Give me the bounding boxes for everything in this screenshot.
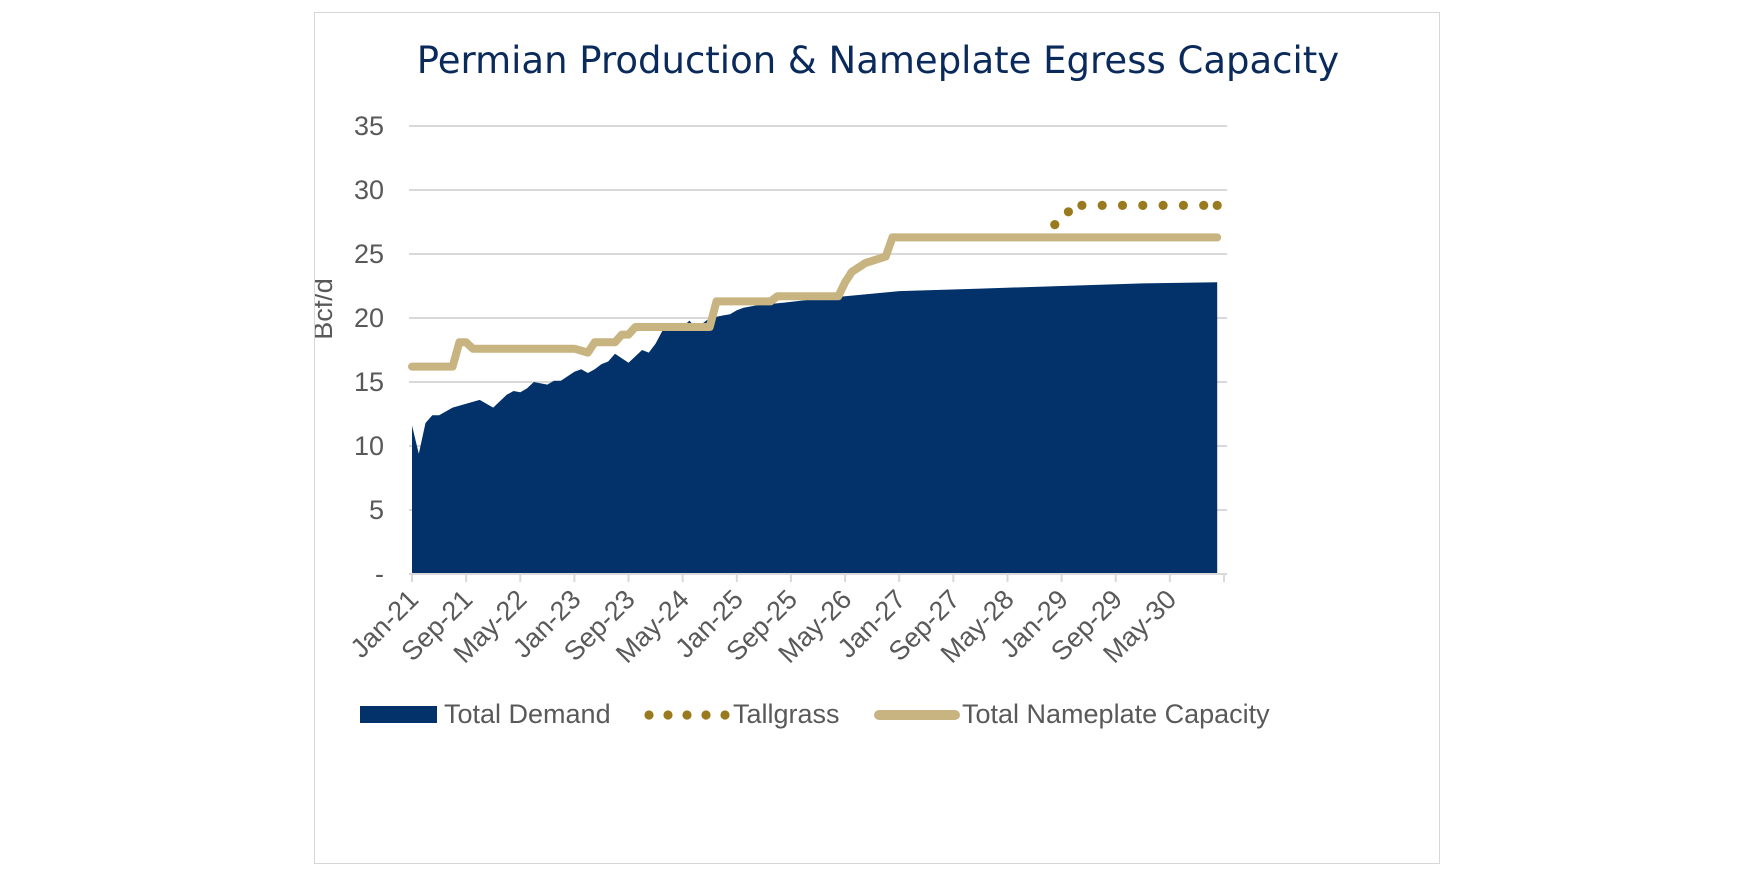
total-demand-area [412,282,1218,574]
capacity-line-layer [408,233,1222,371]
tallgrass-point [1178,200,1188,210]
tallgrass-point [1063,207,1073,217]
y-tick-label: 25 [354,239,384,269]
legend-tallgrass-dot [720,710,730,720]
tallgrass-point [1077,200,1087,210]
tallgrass-point [1097,200,1107,210]
chart-frame: Permian Production & Nameplate Egress Ca… [314,12,1440,864]
legend: Total Demand Tallgrass Total Nameplate C… [360,699,1270,729]
tallgrass-point [1158,200,1168,210]
tallgrass-point [1138,200,1148,210]
y-tick-label: 20 [354,303,384,333]
tallgrass-point [1212,200,1222,210]
y-tick-label: 5 [369,495,384,525]
y-axis-ticks: - 5 10 15 20 25 30 35 [354,111,384,589]
legend-label-total-nameplate-capacity: Total Nameplate Capacity [962,699,1270,729]
chart-canvas: Permian Production & Nameplate Egress Ca… [315,39,1339,729]
demand-area-layer [412,282,1218,574]
legend-tallgrass-dot [701,710,711,720]
tallgrass-dots-layer [1050,200,1222,230]
y-tick-label: 15 [354,367,384,397]
chart-title: Permian Production & Nameplate Egress Ca… [417,39,1339,82]
y-tick-label: - [375,559,384,589]
total-nameplate-capacity-line [408,233,1222,371]
tallgrass-point [1199,200,1209,210]
x-axis [409,573,1227,582]
x-axis-ticks: Jan-21Sep-21May-22Jan-23Sep-23May-24Jan-… [345,584,1182,669]
y-axis-label: Bcf/d [315,278,338,340]
legend-label-total-demand: Total Demand [444,699,611,729]
tallgrass-point [1117,200,1128,210]
y-tick-label: 35 [354,111,384,141]
legend-tallgrass-dot [663,710,673,720]
legend-tallgrass-dot [644,710,654,720]
y-tick-label: 10 [354,431,384,461]
legend-swatch-tallgrass [644,710,730,720]
legend-swatch-total-demand [360,706,437,723]
y-tick-label: 30 [354,175,384,205]
legend-tallgrass-dot [682,710,692,720]
legend-label-tallgrass: Tallgrass [733,699,840,729]
tallgrass-point [1050,220,1060,230]
